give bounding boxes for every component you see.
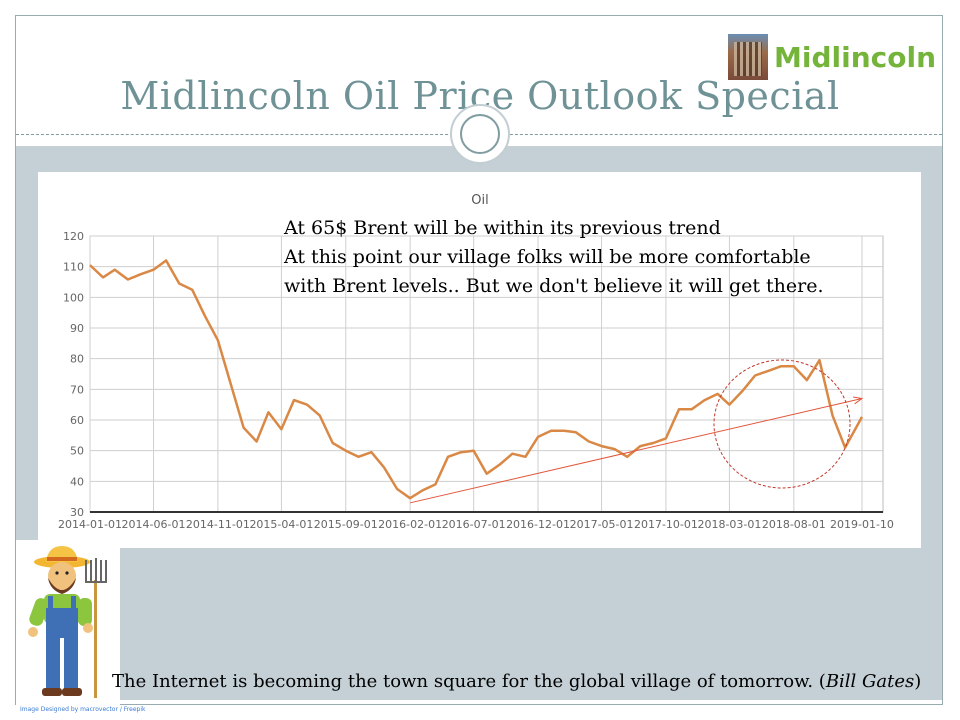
chart-title: Oil: [471, 193, 488, 208]
x-tick-label: 2014-01-01: [58, 518, 122, 531]
annotation-line: At 65$ Brent will be within its previous…: [283, 217, 721, 239]
x-tick-label: 2014-06-01: [122, 518, 186, 531]
annotation-line: At this point our village folks will be …: [283, 246, 811, 268]
highlight-circle: [713, 359, 851, 489]
y-tick-label: 80: [70, 353, 84, 366]
x-tick-label: 2018-08-01: [762, 518, 826, 531]
y-tick-label: 60: [70, 414, 84, 427]
x-tick-label: 2015-04-01: [249, 518, 313, 531]
y-tick-label: 110: [63, 261, 84, 274]
x-tick-label: 2017-05-01: [570, 518, 634, 531]
y-axis: 30 40 50 60 70 80 90 100 110 120: [63, 230, 84, 519]
x-axis: 2014-01-01 2014-06-01 2014-11-01 2015-04-01…: [58, 518, 894, 531]
image-credit-link[interactable]: Image Designed by macrovector / Freepik: [20, 706, 146, 713]
y-tick-label: 40: [70, 475, 84, 488]
x-tick-label: 2016-02-01: [378, 518, 442, 531]
building-icon: [728, 34, 768, 80]
y-tick-label: 50: [70, 445, 84, 458]
slide-frame: [15, 15, 943, 705]
chart-grid: [89, 235, 884, 513]
y-tick-label: 100: [63, 291, 84, 304]
y-tick-label: 120: [63, 230, 84, 243]
circle-ornament-icon: [450, 104, 510, 164]
x-tick-label: 2014-11-01: [186, 518, 250, 531]
y-tick-label: 90: [70, 322, 84, 335]
y-tick-label: 70: [70, 383, 84, 396]
trend-arrow-head: [853, 396, 864, 405]
chart-series: [89, 259, 864, 504]
company-logo: Midlincoln: [728, 34, 936, 80]
chart-panel: Oil 30 40 50 60 70 80 90 100 110 120 2014-01-01 20…: [38, 172, 921, 548]
quote-text: The Internet is becoming the town square…: [112, 671, 922, 692]
y-tick-label: 30: [70, 506, 84, 519]
logo-text: Midlincoln: [774, 40, 936, 74]
x-tick-label: 2016-07-01: [442, 518, 506, 531]
farmer-icon: [28, 546, 107, 698]
x-tick-label: 2016-12-01: [506, 518, 570, 531]
x-tick-label: 2019-01-10: [830, 518, 894, 531]
quote-author: Bill Gates: [825, 671, 915, 692]
x-tick-label: 2017-10-01: [634, 518, 698, 531]
annotation-text: At 65$ Brent will be within its previous…: [283, 217, 824, 297]
x-tick-label: 2015-09-01: [314, 518, 378, 531]
annotation-line: with Brent levels.. But we don't believe…: [284, 275, 824, 297]
trend-arrow: [410, 398, 863, 504]
farmer-illustration: [16, 540, 120, 706]
x-tick-label: 2018-03-01: [697, 518, 761, 531]
